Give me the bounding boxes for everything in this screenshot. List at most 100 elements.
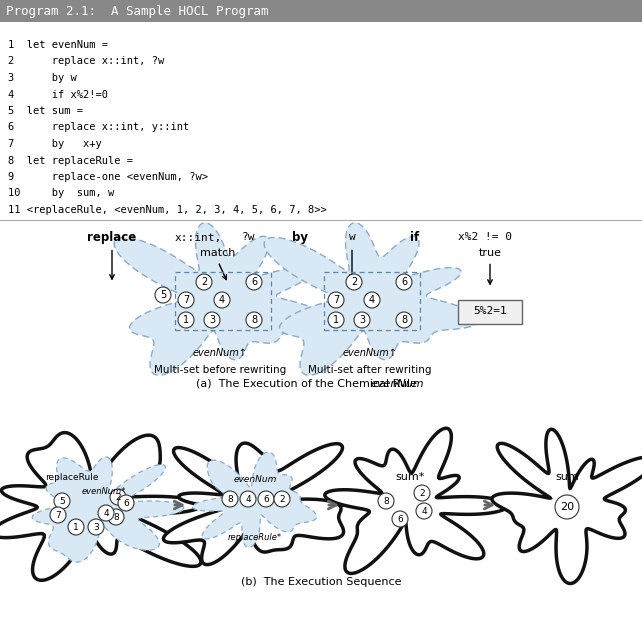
Bar <box>175 272 271 330</box>
Text: 5  let sum =: 5 let sum = <box>8 106 83 116</box>
Text: (b)  The Execution Sequence: (b) The Execution Sequence <box>241 577 401 587</box>
Bar <box>324 272 420 330</box>
Text: 11 <replaceRule, <evenNum, 1, 2, 3, 4, 5, 6, 7, 8>>: 11 <replaceRule, <evenNum, 1, 2, 3, 4, 5… <box>8 205 327 215</box>
Text: 7: 7 <box>55 511 61 520</box>
Text: replaceRule: replaceRule <box>45 472 99 481</box>
Text: replace: replace <box>87 231 137 244</box>
Text: 7      by   x+y: 7 by x+y <box>8 139 101 149</box>
Text: Multi-set before rewriting: Multi-set before rewriting <box>154 365 286 375</box>
Text: 8  let replaceRule =: 8 let replaceRule = <box>8 156 133 166</box>
Circle shape <box>364 292 380 308</box>
Polygon shape <box>114 223 329 375</box>
Text: 8: 8 <box>113 513 119 522</box>
Text: by: by <box>292 231 308 244</box>
Text: 4: 4 <box>219 295 225 305</box>
Text: evenNum↑: evenNum↑ <box>343 348 397 358</box>
Bar <box>0 0 642 22</box>
Text: 5: 5 <box>59 497 65 506</box>
Circle shape <box>178 292 194 308</box>
Text: 7: 7 <box>333 295 339 305</box>
Text: evenNum*: evenNum* <box>82 486 126 495</box>
Text: 3: 3 <box>359 315 365 325</box>
Circle shape <box>50 507 66 523</box>
Polygon shape <box>0 433 201 580</box>
Circle shape <box>54 493 70 509</box>
Polygon shape <box>325 428 507 573</box>
Text: Multi-set after rewriting: Multi-set after rewriting <box>308 365 432 375</box>
Text: 5: 5 <box>160 290 166 300</box>
Circle shape <box>416 503 432 519</box>
Text: 1: 1 <box>183 315 189 325</box>
Text: 2: 2 <box>115 493 121 502</box>
Circle shape <box>274 491 290 507</box>
Text: 4: 4 <box>245 495 251 504</box>
Circle shape <box>98 505 114 521</box>
Text: if: if <box>410 231 420 244</box>
Polygon shape <box>164 443 343 564</box>
Polygon shape <box>265 223 479 375</box>
Text: 8: 8 <box>401 315 407 325</box>
Circle shape <box>378 493 394 509</box>
Circle shape <box>246 312 262 328</box>
Text: 2: 2 <box>279 495 285 504</box>
Circle shape <box>68 519 84 535</box>
Circle shape <box>346 274 362 290</box>
Text: 6: 6 <box>401 277 407 287</box>
Text: evenNum↑: evenNum↑ <box>193 348 247 358</box>
Text: ?w: ?w <box>241 232 255 243</box>
Text: 2: 2 <box>351 277 357 287</box>
Text: Program 2.1:  A Sample HOCL Program: Program 2.1: A Sample HOCL Program <box>6 4 268 17</box>
Text: true: true <box>478 248 501 259</box>
Circle shape <box>258 491 274 507</box>
Text: evenNum: evenNum <box>370 379 424 389</box>
Polygon shape <box>32 457 184 562</box>
Text: 20: 20 <box>560 502 574 512</box>
Text: 8: 8 <box>383 497 389 506</box>
Text: 6: 6 <box>263 495 269 504</box>
Text: 9      replace-one <evenNum, ?w>: 9 replace-one <evenNum, ?w> <box>8 172 208 182</box>
Text: 6: 6 <box>123 499 129 508</box>
Text: 8: 8 <box>251 315 257 325</box>
Text: 1: 1 <box>333 315 339 325</box>
Circle shape <box>204 312 220 328</box>
Circle shape <box>555 495 579 519</box>
Text: 2      replace x::int, ?w: 2 replace x::int, ?w <box>8 56 164 67</box>
Bar <box>458 300 522 323</box>
Circle shape <box>246 274 262 290</box>
Circle shape <box>178 312 194 328</box>
Text: sum*: sum* <box>395 472 425 482</box>
Circle shape <box>108 509 124 525</box>
Text: evenNum: evenNum <box>233 474 277 483</box>
Text: x%2 != 0: x%2 != 0 <box>458 232 512 243</box>
Circle shape <box>214 292 230 308</box>
Text: 4: 4 <box>103 509 108 518</box>
Text: match: match <box>200 248 236 259</box>
Text: 4: 4 <box>369 295 375 305</box>
Text: 6      replace x::int, y::int: 6 replace x::int, y::int <box>8 122 189 132</box>
Polygon shape <box>193 452 317 547</box>
Text: 1: 1 <box>73 522 79 531</box>
Circle shape <box>414 485 430 501</box>
Text: 3      by w: 3 by w <box>8 73 77 83</box>
Text: x::int,: x::int, <box>175 232 221 243</box>
Text: 10     by  sum, w: 10 by sum, w <box>8 189 114 198</box>
Text: 5%2=1: 5%2=1 <box>473 307 507 317</box>
Text: (a)  The Execution of the Chemical Rule: (a) The Execution of the Chemical Rule <box>196 379 421 389</box>
Text: sum: sum <box>555 472 579 482</box>
Circle shape <box>396 312 412 328</box>
Circle shape <box>118 495 134 511</box>
Circle shape <box>392 511 408 527</box>
Text: 6: 6 <box>397 515 403 524</box>
Circle shape <box>240 491 256 507</box>
Text: 4: 4 <box>421 506 427 515</box>
Circle shape <box>196 274 212 290</box>
Text: 2: 2 <box>419 488 425 497</box>
Text: (a)  The Execution of the Chemical Rule evenNum: (a) The Execution of the Chemical Rule e… <box>0 639 1 640</box>
Text: 2: 2 <box>201 277 207 287</box>
Circle shape <box>88 519 104 535</box>
Polygon shape <box>492 429 642 584</box>
Circle shape <box>110 489 126 505</box>
Circle shape <box>222 491 238 507</box>
Circle shape <box>328 312 344 328</box>
Circle shape <box>354 312 370 328</box>
